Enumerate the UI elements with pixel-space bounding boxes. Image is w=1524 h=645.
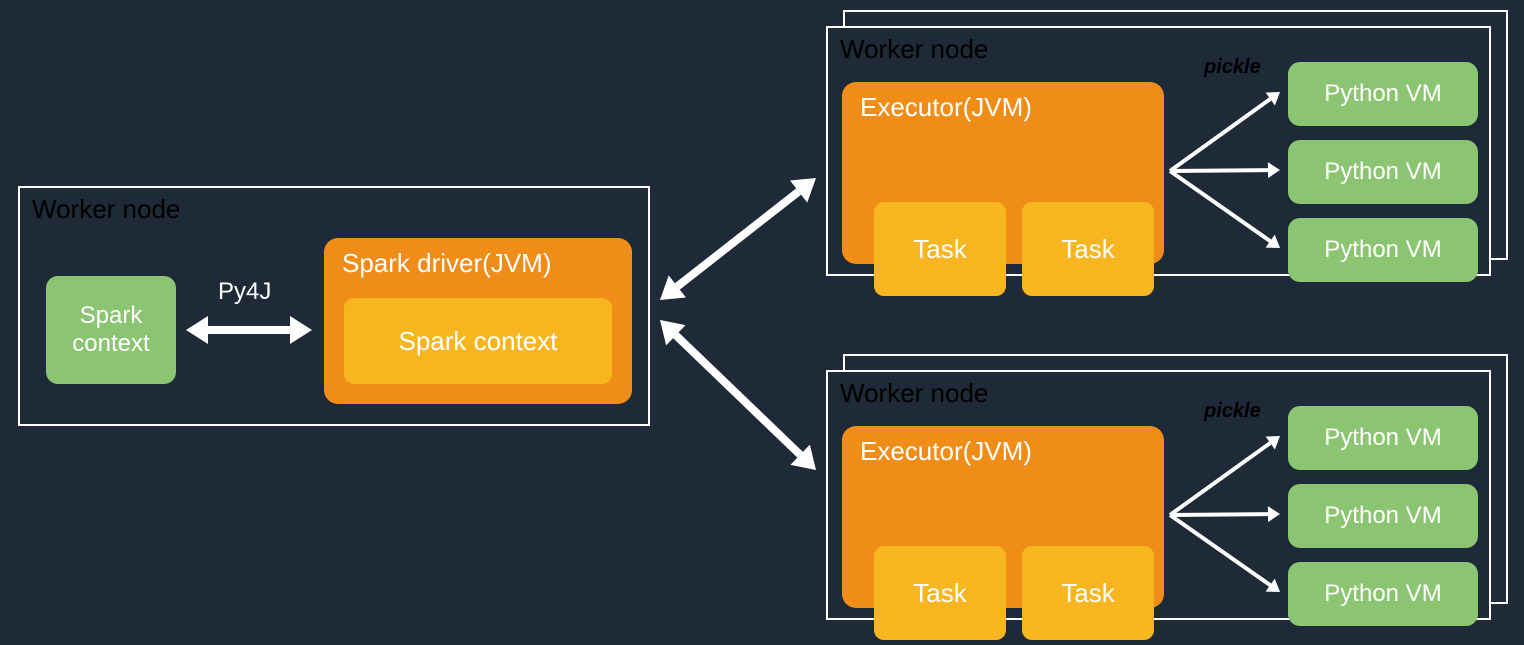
executor-bottom-title: Executor(JVM) [860, 436, 1032, 467]
py4j-label: Py4J [218, 278, 271, 306]
python-vm-top-3: Python VM [1288, 218, 1478, 282]
python-vm-top-2: Python VM [1288, 140, 1478, 204]
pickle-label-bottom: pickle [1204, 400, 1261, 423]
executor-top-title: Executor(JVM) [860, 92, 1032, 123]
task-top-1: Task [874, 202, 1006, 296]
worker-node-top: Worker node pickle Executor(JVM) Task Ta… [826, 26, 1491, 276]
worker-node-top-title: Worker node [840, 34, 988, 65]
task-top-2: Task [1022, 202, 1154, 296]
spark-driver-title: Spark driver(JVM) [342, 248, 551, 279]
worker-node-bottom: Worker node pickle Executor(JVM) Task Ta… [826, 370, 1491, 620]
task-bottom-2: Task [1022, 546, 1154, 640]
python-vm-bottom-3: Python VM [1288, 562, 1478, 626]
python-vm-bottom-2: Python VM [1288, 484, 1478, 548]
pickle-label-top: pickle [1204, 56, 1261, 79]
spark-context-python: Spark context [46, 276, 176, 384]
python-vm-top-1: Python VM [1288, 62, 1478, 126]
python-vm-bottom-1: Python VM [1288, 406, 1478, 470]
worker-node-bottom-title: Worker node [840, 378, 988, 409]
spark-context-jvm: Spark context [344, 298, 612, 384]
driver-node-title: Worker node [32, 194, 180, 225]
task-bottom-1: Task [874, 546, 1006, 640]
